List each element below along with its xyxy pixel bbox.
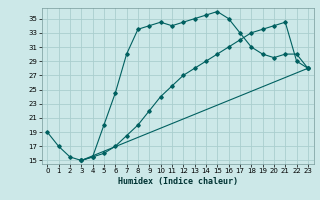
X-axis label: Humidex (Indice chaleur): Humidex (Indice chaleur) [118,177,237,186]
